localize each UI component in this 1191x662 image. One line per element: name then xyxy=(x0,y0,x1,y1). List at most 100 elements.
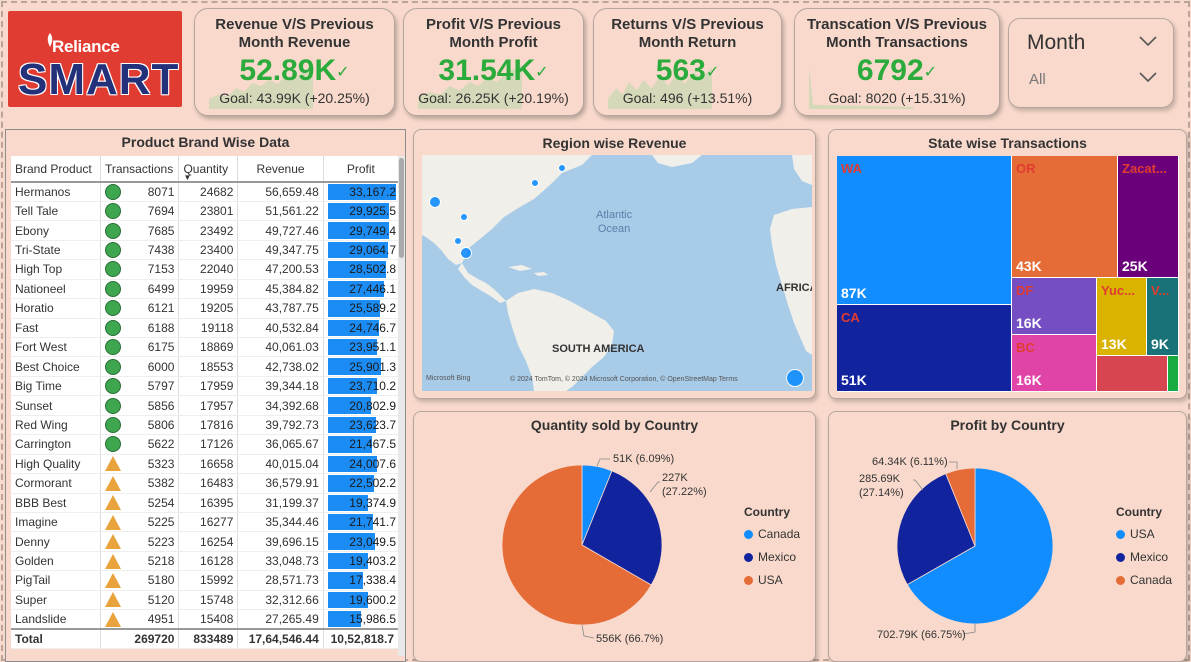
legend-title: Country xyxy=(1116,505,1162,519)
treemap-cell-zacatecas[interactable]: Zacat... 25K xyxy=(1118,156,1179,278)
table-row[interactable]: High Quality 5323 16658 40,015.04 24,007.6 xyxy=(11,454,400,475)
kpi-card-profit[interactable]: Profit V/S Previous Month Profit 31.54K✓… xyxy=(403,8,584,116)
map-attribution[interactable]: © 2024 TomTom, © 2024 Microsoft Corporat… xyxy=(510,376,738,383)
cell-profit: 23,623.7 xyxy=(323,415,400,436)
cell-quantity: 17957 xyxy=(178,395,239,416)
table-row[interactable]: Imagine 5225 16277 35,344.46 21,741.7 xyxy=(11,512,400,533)
profit-data-bar xyxy=(327,202,390,220)
kpi-goal: Goal: 496 (+13.51%) xyxy=(622,90,753,106)
cell-profit: 29,749.4 xyxy=(323,220,400,241)
table-row[interactable]: Carrington 5622 17126 36,065.67 21,467.5 xyxy=(11,434,400,455)
cell-revenue: 33,048.73 xyxy=(237,551,324,572)
table-row[interactable]: Tri-State 7438 23400 49,347.75 29,064.7 xyxy=(11,240,400,261)
table-row[interactable]: Best Choice 6000 18553 42,738.02 25,901.3 xyxy=(11,356,400,377)
total-revenue: 17,64,546.44 xyxy=(237,628,324,650)
table-row[interactable]: Red Wing 5806 17816 39,792.73 23,623.7 xyxy=(11,415,400,436)
cell-brand: Sunset xyxy=(11,395,101,416)
profit-pie-chart[interactable] xyxy=(829,412,1187,662)
column-header-transactions[interactable]: Transactions xyxy=(100,156,180,183)
cell-transactions: 5223 xyxy=(100,531,180,552)
kpi-goal: Goal: 8020 (+15.31%) xyxy=(828,90,966,106)
cell-profit: 20,802.9 xyxy=(323,395,400,416)
table-row[interactable]: Denny 5223 16254 39,696.15 23,049.5 xyxy=(11,531,400,552)
cell-brand: Carrington xyxy=(11,434,101,455)
table-row[interactable]: Golden 5218 16128 33,048.73 19,403.2 xyxy=(11,551,400,572)
cell-quantity: 19959 xyxy=(178,279,239,300)
legend-item[interactable]: Mexico xyxy=(744,550,800,564)
cell-brand: Ebony xyxy=(11,220,101,241)
treemap-cell-other-2[interactable] xyxy=(1168,356,1179,392)
table-row[interactable]: Fort West 6175 18869 40,061.03 23,951.1 xyxy=(11,337,400,358)
table-row[interactable]: High Top 7153 22040 47,200.53 28,502.8 xyxy=(11,259,400,280)
kpi-goal: Goal: 43.99K (+20.25%) xyxy=(219,90,370,106)
chevron-down-icon[interactable] xyxy=(1139,71,1157,83)
treemap-cell-bc[interactable]: BC 16K xyxy=(1012,335,1097,392)
quantity-pie-chart[interactable] xyxy=(414,412,816,662)
pie-slice-usa[interactable] xyxy=(501,464,652,626)
table-scrollbar-thumb[interactable] xyxy=(399,158,404,258)
cell-revenue: 40,015.04 xyxy=(237,454,324,475)
column-header-profit[interactable]: Profit xyxy=(323,156,400,183)
treemap-cell-other-1[interactable] xyxy=(1097,356,1168,392)
treemap-cell-v[interactable]: V... 9K xyxy=(1147,278,1179,356)
table-row[interactable]: Horatio 6121 19205 43,787.75 25,589.2 xyxy=(11,298,400,319)
pie-data-label: 556K (66.7%) xyxy=(596,633,664,645)
cell-quantity: 17816 xyxy=(178,415,239,436)
legend-item[interactable]: USA xyxy=(744,573,800,587)
table-row[interactable]: Cormorant 5382 16483 36,579.91 22,502.2 xyxy=(11,473,400,494)
month-slicer[interactable]: Month All xyxy=(1008,18,1174,108)
treemap-cell-or[interactable]: OR 43K xyxy=(1012,156,1118,278)
treemap-cell-yucatan[interactable]: Yuc... 13K xyxy=(1097,278,1147,356)
pie-slice-canada[interactable] xyxy=(945,467,976,547)
kpi-card-returns[interactable]: Returns V/S Previous Month Return 563✓ G… xyxy=(593,8,782,116)
column-header-quantity[interactable]: Quantity ▼ xyxy=(178,156,239,183)
status-warning-icon xyxy=(104,534,121,550)
legend-item[interactable]: Canada xyxy=(1116,573,1172,587)
table-row[interactable]: Sunset 5856 17957 34,392.68 20,802.9 xyxy=(11,395,400,416)
chevron-down-icon[interactable] xyxy=(1139,35,1157,47)
table-row[interactable]: Nationeel 6499 19959 45,384.82 27,446.1 xyxy=(11,279,400,300)
pie-slice-usa[interactable] xyxy=(906,467,1054,625)
slicer-selected-value[interactable]: All xyxy=(1029,71,1046,88)
table-scrollbar[interactable] xyxy=(398,156,405,656)
table-row[interactable]: Super 5120 15748 32,312.66 19,600.2 xyxy=(11,590,400,611)
table-row[interactable]: BBB Best 5254 16395 31,199.37 19,374.9 xyxy=(11,493,400,513)
cell-revenue: 39,344.18 xyxy=(237,376,324,397)
legend-item[interactable]: USA xyxy=(1116,527,1172,541)
cell-brand: Landslide xyxy=(11,609,101,630)
cell-quantity: 16254 xyxy=(178,531,239,552)
table-row[interactable]: Big Time 5797 17959 39,344.18 23,710.2 xyxy=(11,376,400,397)
cell-quantity: 23400 xyxy=(178,240,239,261)
pie-data-label: 702.79K (66.75%) xyxy=(877,629,966,641)
table-row[interactable]: Hermanos 8071 24682 56,659.48 33,167.2 xyxy=(11,182,400,202)
column-header-revenue[interactable]: Revenue xyxy=(237,156,324,183)
treemap-cell-df[interactable]: DF 16K xyxy=(1012,278,1097,335)
state-treemap[interactable]: WA 87K CA 51K OR 43K Zacat... 25K DF 16K BC 16… xyxy=(837,156,1179,392)
cell-transactions: 5218 xyxy=(100,551,180,572)
column-header-brand[interactable]: Brand Product xyxy=(11,156,101,183)
table-row[interactable]: Fast 6188 19118 40,532.84 24,746.7 xyxy=(11,318,400,339)
check-icon: ✓ xyxy=(535,64,549,82)
cell-revenue: 49,347.75 xyxy=(237,240,324,261)
pie-slice-mexico[interactable] xyxy=(896,473,976,586)
profit-pie-panel: Profit by Country Country USA Mexico Can… xyxy=(828,411,1187,662)
cell-profit: 29,925.5 xyxy=(323,201,400,222)
kpi-card-revenue[interactable]: Revenue V/S Previous Month Revenue 52.89… xyxy=(194,8,395,116)
table-row[interactable]: Tell Tale 7694 23801 51,561.22 29,925.5 xyxy=(11,201,400,222)
treemap-cell-wa[interactable]: WA 87K xyxy=(837,156,1012,305)
status-warning-icon xyxy=(104,553,121,569)
map-base xyxy=(422,155,812,391)
region-map[interactable]: Atlantic Ocean SOUTH AMERICA AFRICA Micr… xyxy=(422,155,812,391)
cell-brand: Tri-State xyxy=(11,240,101,261)
legend-item[interactable]: Canada xyxy=(744,527,800,541)
kpi-card-transactions[interactable]: Transcation V/S Previous Month Transacti… xyxy=(794,8,1000,116)
treemap-cell-ca[interactable]: CA 51K xyxy=(837,305,1012,392)
status-good-icon xyxy=(104,183,121,200)
table-row[interactable]: Landslide 4951 15408 27,265.49 15,986.5 xyxy=(11,609,400,630)
kpi-value: 52.89K✓ xyxy=(239,54,350,87)
table-row[interactable]: Ebony 7685 23492 49,727.46 29,749.4 xyxy=(11,220,400,241)
legend-item[interactable]: Mexico xyxy=(1116,550,1172,564)
kpi-title: Transcation V/S Previous Month Transacti… xyxy=(806,16,988,51)
profit-data-bar xyxy=(327,377,377,395)
table-row[interactable]: PigTail 5180 15992 28,571.73 17,338.4 xyxy=(11,570,400,591)
